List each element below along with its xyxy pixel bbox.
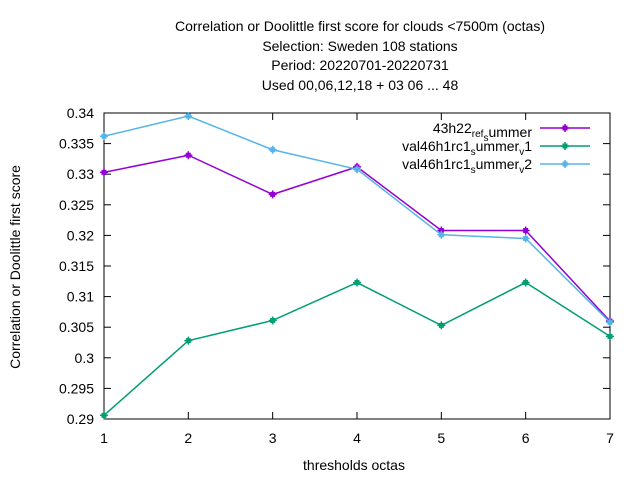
data-point: [100, 411, 108, 420]
data-point: [353, 278, 361, 287]
title-line-3: Period: 20220701-20220731: [271, 57, 449, 73]
x-axis-label: thresholds octas: [303, 457, 405, 473]
legend-marker: [561, 124, 569, 132]
x-tick-label: 6: [522, 430, 530, 446]
data-point: [437, 321, 446, 330]
legend-marker: [561, 142, 569, 150]
legend-label: val46h1rc1summerv1: [402, 138, 532, 158]
plot-frame: [103, 112, 611, 420]
y-tick-label: 0.295: [59, 380, 94, 396]
data-point: [184, 112, 193, 121]
y-tick-label: 0.33: [67, 166, 94, 182]
y-tick-label: 0.325: [59, 197, 94, 213]
data-point: [268, 190, 277, 199]
x-tick-label: 7: [606, 430, 614, 446]
data-point: [521, 234, 530, 243]
legend-label: 43h22refsummer: [433, 120, 533, 144]
legend-label: val46h1rc1summerv2: [402, 156, 532, 176]
x-tick-label: 1: [100, 430, 108, 446]
x-tick-label: 5: [437, 430, 445, 446]
y-axis: 0.29 0.295 0.3 0.305 0.31 0.315 0.32 0.325 0.33 0…: [59, 105, 610, 427]
chart-title: Correlation or Doolittle first score for…: [175, 18, 545, 93]
legend: 43h22refsummerval46h1rc1summerv1val46h1r…: [402, 120, 590, 176]
legend-marker: [561, 160, 569, 168]
y-tick-label: 0.31: [67, 289, 94, 305]
data-point: [184, 151, 193, 160]
data-point: [268, 145, 277, 154]
y-tick-label: 0.315: [59, 258, 94, 274]
data-point: [100, 132, 108, 141]
data-point: [268, 316, 277, 325]
data-point: [606, 318, 614, 327]
data-point: [521, 226, 530, 235]
y-tick-label: 0.305: [59, 319, 94, 335]
data-point: [100, 168, 108, 177]
x-tick-label: 3: [269, 430, 277, 446]
x-tick-label: 4: [353, 430, 361, 446]
y-tick-label: 0.34: [67, 105, 94, 121]
data-point: [521, 278, 530, 287]
y-tick-label: 0.29: [67, 411, 94, 427]
data-point: [606, 332, 614, 341]
series-line: [103, 115, 611, 323]
title-line-1: Correlation or Doolittle first score for…: [175, 18, 545, 34]
y-tick-label: 0.3: [75, 350, 95, 366]
x-tick-label: 2: [184, 430, 192, 446]
data-point: [437, 230, 446, 239]
title-line-4: Used 00,06,12,18 + 03 06 ... 48: [262, 77, 459, 93]
series-line: [103, 154, 611, 322]
series-line: [103, 281, 611, 416]
y-axis-label: Correlation or Doolittle first score: [7, 165, 23, 369]
y-tick-label: 0.335: [59, 136, 94, 152]
data-point: [184, 336, 193, 345]
title-line-2: Selection: Sweden 108 stations: [262, 38, 457, 54]
data-point: [353, 165, 361, 174]
data-series: [100, 112, 614, 420]
y-tick-label: 0.32: [67, 227, 94, 243]
